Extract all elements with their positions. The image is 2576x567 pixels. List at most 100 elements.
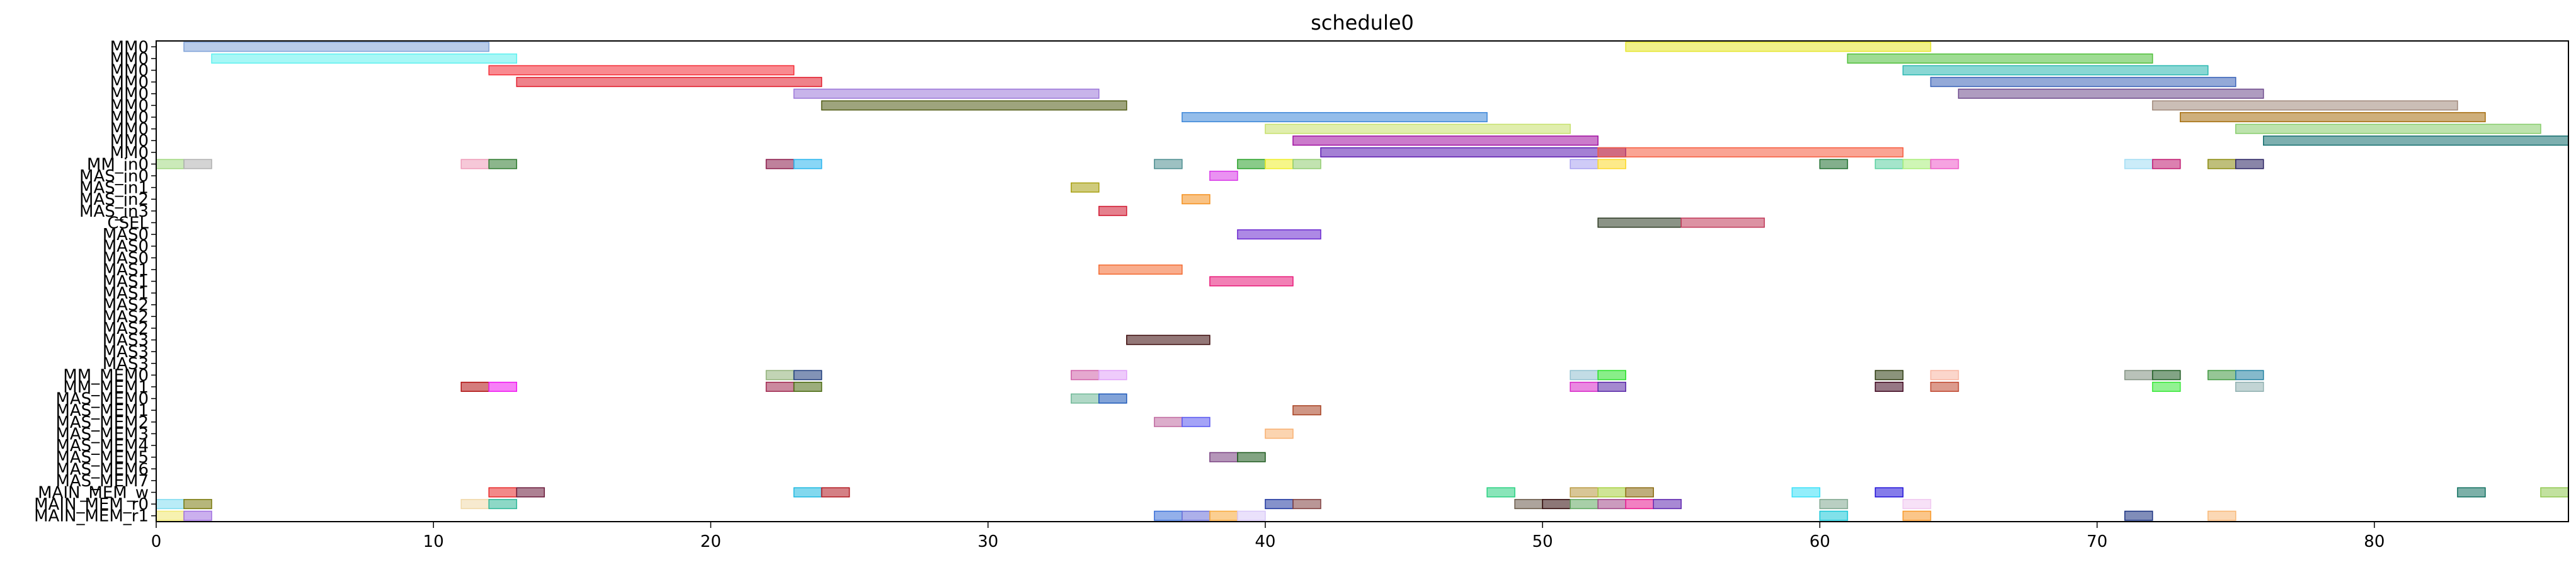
gantt-bar bbox=[1930, 370, 1959, 381]
gantt-bar bbox=[1930, 159, 1959, 169]
gantt-bar bbox=[460, 381, 490, 392]
gantt-bar bbox=[1486, 487, 1515, 498]
gantt-bar bbox=[2151, 370, 2181, 381]
gantt-bar bbox=[1930, 77, 2237, 88]
gantt-bar bbox=[1320, 147, 1626, 158]
y-tick-label: MM0 bbox=[110, 96, 149, 115]
y-tick-label: MM0 bbox=[110, 108, 149, 127]
y-tick-label: CSEL bbox=[107, 214, 149, 232]
gantt-bar bbox=[2151, 159, 2181, 169]
gantt-bar bbox=[1514, 499, 1543, 510]
y-tick-label: MM0 bbox=[110, 62, 149, 81]
gantt-bar bbox=[1902, 65, 2209, 76]
gantt-bar bbox=[1930, 381, 1959, 392]
gantt-bar bbox=[1653, 499, 1682, 510]
y-tick-label: MAIN_MEM_r0 bbox=[34, 495, 149, 514]
gantt-bar bbox=[2235, 159, 2264, 169]
gantt-bar bbox=[1209, 276, 1294, 287]
gantt-bar bbox=[1819, 159, 1849, 169]
gantt-bar bbox=[2235, 370, 2264, 381]
y-tick-label: MM_MEM0 bbox=[63, 366, 149, 385]
y-axis: MM0MM0MM0MM0MM0MM0MM0MM0MM0MM0MM_in0MAS_… bbox=[34, 38, 156, 526]
y-tick-label: MAS_MEM3 bbox=[55, 425, 149, 444]
gantt-bar bbox=[1819, 499, 1849, 510]
y-tick-label: MAS3 bbox=[103, 355, 149, 374]
x-tick-label: 70 bbox=[2087, 532, 2107, 551]
y-tick-label: MAS_in0 bbox=[79, 167, 149, 186]
gantt-bar bbox=[1071, 393, 1100, 404]
y-tick-label: MAIN_MEM_w bbox=[38, 483, 149, 502]
gantt-bar bbox=[488, 381, 518, 392]
gantt-bar bbox=[793, 159, 823, 169]
y-tick-label: MAS_MEM0 bbox=[55, 390, 149, 409]
gantt-bar bbox=[1597, 159, 1626, 169]
gantt-bar bbox=[1265, 499, 1294, 510]
gantt-bar bbox=[2151, 100, 2458, 111]
gantt-bar bbox=[183, 499, 212, 510]
y-tick-label: MAS3 bbox=[103, 343, 149, 362]
gantt-bar bbox=[793, 487, 823, 498]
gantt-bar bbox=[2235, 381, 2264, 392]
gantt-bar bbox=[2540, 487, 2569, 498]
y-tick-label: MAS_in3 bbox=[79, 202, 149, 221]
gantt-bar bbox=[1237, 452, 1266, 462]
gantt-bar bbox=[1680, 217, 1765, 228]
x-tick-label: 40 bbox=[1255, 532, 1275, 551]
y-tick-label: MAS1 bbox=[103, 273, 149, 292]
gantt-bar bbox=[1098, 205, 1127, 216]
y-tick-label: MAS2 bbox=[103, 307, 149, 326]
y-tick-label: MM0 bbox=[110, 144, 149, 163]
gantt-bar bbox=[1098, 264, 1183, 275]
gantt-bar bbox=[460, 499, 490, 510]
gantt-bar bbox=[488, 487, 518, 498]
y-tick-label: MAS_MEM2 bbox=[55, 413, 149, 432]
x-tick-label: 30 bbox=[977, 532, 998, 551]
gantt-bar bbox=[765, 159, 795, 169]
gantt-bar bbox=[1874, 370, 1904, 381]
gantt-bar bbox=[2457, 487, 2486, 498]
x-tick-label: 20 bbox=[700, 532, 721, 551]
gantt-bar bbox=[1874, 381, 1904, 392]
x-tick-label: 80 bbox=[2364, 532, 2385, 551]
y-tick-label: MAS_MEM1 bbox=[55, 401, 149, 420]
gantt-bar bbox=[1597, 147, 1904, 158]
x-tick-label: 50 bbox=[1532, 532, 1553, 551]
gantt-bar bbox=[1209, 510, 1238, 521]
gantt-bar bbox=[1154, 510, 1183, 521]
gantt-bar bbox=[1570, 499, 1599, 510]
gantt-bar bbox=[1958, 88, 2264, 99]
gantt-bar bbox=[1597, 499, 1626, 510]
gantt-bar bbox=[156, 159, 185, 169]
gantt-bar bbox=[2262, 135, 2569, 146]
y-tick-label: MM0 bbox=[110, 120, 149, 139]
gantt-bar bbox=[793, 370, 823, 381]
gantt-bar bbox=[1597, 370, 1626, 381]
gantt-bar bbox=[2124, 370, 2153, 381]
gantt-bar bbox=[516, 487, 545, 498]
gantt-bar bbox=[2151, 381, 2181, 392]
gantt-bar bbox=[1819, 510, 1849, 521]
y-tick-label: MAS2 bbox=[103, 296, 149, 315]
gantt-bar bbox=[1625, 499, 1654, 510]
gantt-bar bbox=[1542, 499, 1571, 510]
gantt-bar bbox=[1570, 487, 1599, 498]
gantt-bar bbox=[2179, 112, 2486, 122]
gantt-bar bbox=[1597, 381, 1626, 392]
gantt-bar bbox=[1292, 159, 1321, 169]
gantt-bar bbox=[1570, 159, 1599, 169]
gantt-bar bbox=[793, 88, 1100, 99]
bars-layer bbox=[156, 42, 2569, 521]
gantt-bar bbox=[821, 100, 1127, 111]
gantt-bar bbox=[1237, 159, 1266, 169]
y-tick-label: MAS0 bbox=[103, 249, 149, 268]
gantt-bar bbox=[488, 159, 518, 169]
gantt-bar bbox=[183, 510, 212, 521]
gantt-bar bbox=[2207, 510, 2237, 521]
gantt-bar bbox=[1292, 135, 1599, 146]
y-tick-label: MM0 bbox=[110, 38, 149, 57]
gantt-bar bbox=[1071, 182, 1100, 193]
gantt-bar bbox=[156, 499, 185, 510]
plot-frame bbox=[156, 40, 2569, 522]
gantt-bar bbox=[821, 487, 850, 498]
